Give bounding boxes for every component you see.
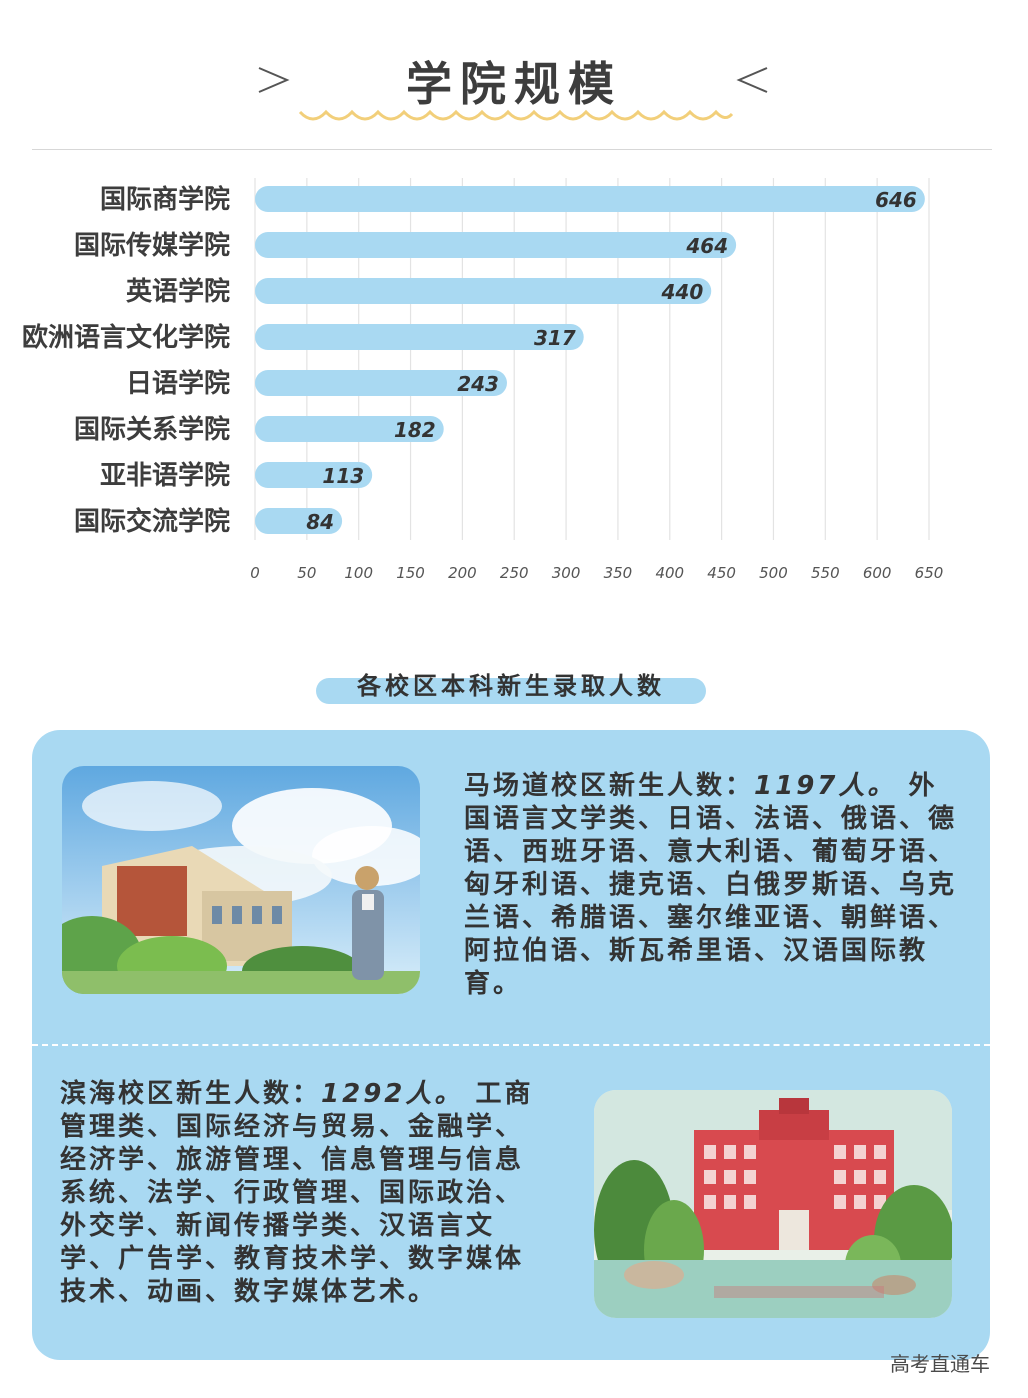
value-label: 243: [457, 372, 499, 396]
bar-chart: 国际商学院国际传媒学院英语学院欧洲语言文化学院日语学院国际关系学院亚非语学院国际…: [22, 178, 943, 582]
page-title: 学院规模: [406, 57, 622, 111]
chart-bars: [255, 186, 925, 534]
tick-label: 300: [552, 564, 581, 582]
campus-majors: 外国语言文学类、日语、法语、俄语、德语、西班牙语、意大利语、葡萄牙语、匈牙利语、…: [464, 771, 958, 999]
value-label: 646: [875, 188, 917, 212]
category-label: 国际交流学院: [74, 506, 230, 537]
bar: [255, 370, 507, 396]
campus-count: 1197人。: [754, 771, 897, 801]
chart-value-labels: 646 464 440 317 243 182 113 84: [306, 188, 917, 534]
tick-label: 400: [655, 564, 684, 582]
dashed-divider: [32, 1044, 990, 1046]
campus-heading: 滨海校区新生人数：: [60, 1079, 322, 1109]
tick-label: 600: [863, 564, 892, 582]
tick-label: 50: [297, 564, 316, 582]
tick-label: 0: [250, 564, 260, 582]
bar: [255, 508, 343, 534]
tick-label: 350: [604, 564, 633, 582]
category-label: 日语学院: [126, 368, 230, 399]
bar: [255, 462, 373, 488]
watermark: 高考直通车: [890, 1354, 990, 1376]
value-label: 464: [685, 234, 728, 258]
bar: [255, 278, 712, 304]
category-label: 国际商学院: [100, 184, 230, 215]
category-label: 国际传媒学院: [74, 230, 230, 261]
banner-highlight: [316, 678, 706, 704]
tick-label: 500: [759, 564, 788, 582]
header-divider: [32, 149, 992, 150]
tick-label: 100: [344, 564, 373, 582]
wave-decoration: [298, 109, 734, 121]
category-label: 英语学院: [126, 276, 230, 307]
category-label: 亚非语学院: [100, 460, 230, 491]
section-title: 各校区本科新生录取人数: [357, 672, 665, 700]
tick-label: 450: [707, 564, 736, 582]
campus-panel: 马场道校区新生人数：1197人。 外国语言文学类、日语、法语、俄语、德语、西班牙…: [32, 730, 990, 1360]
chevron-right-icon: [258, 67, 290, 93]
header: 学院规模: [0, 0, 1028, 150]
campus-count: 1292人。: [321, 1079, 464, 1109]
tick-label: 550: [811, 564, 840, 582]
tick-label: 150: [396, 564, 425, 582]
campus-machangdao-text: 马场道校区新生人数：1197人。 外国语言文学类、日语、法语、俄语、德语、西班牙…: [464, 770, 964, 1001]
bar: [255, 416, 444, 442]
chart-tick-labels: 0 50 100 150 200 250 300 350 400 450 500 550 600 650: [250, 564, 943, 582]
tick-label: 250: [500, 564, 529, 582]
tick-label: 650: [915, 564, 944, 582]
campus-heading: 马场道校区新生人数：: [464, 771, 755, 801]
bar: [255, 186, 925, 212]
category-label: 欧洲语言文化学院: [22, 322, 230, 353]
value-label: 182: [394, 418, 436, 442]
campus-binhai-text: 滨海校区新生人数：1292人。 工商管理类、国际经济与贸易、金融学、经济学、旅游…: [60, 1078, 550, 1309]
campus-majors: 工商管理类、国际经济与贸易、金融学、经济学、旅游管理、信息管理与信息系统、法学、…: [60, 1079, 534, 1307]
category-label: 国际关系学院: [74, 414, 230, 445]
chevron-left-icon: [736, 67, 768, 93]
tick-label: 200: [448, 564, 477, 582]
value-label: 440: [660, 280, 703, 304]
bar: [255, 232, 737, 258]
value-label: 113: [322, 464, 364, 488]
value-label: 317: [534, 326, 576, 350]
value-label: 84: [306, 510, 334, 534]
campus-illustration-binhai: [594, 1090, 952, 1318]
chart-category-labels: 国际商学院国际传媒学院英语学院欧洲语言文化学院日语学院国际关系学院亚非语学院国际…: [22, 184, 230, 537]
section-banner: 各校区本科新生录取人数: [316, 664, 706, 704]
bar: [255, 324, 584, 350]
campus-illustration-machangdao: [62, 766, 420, 994]
